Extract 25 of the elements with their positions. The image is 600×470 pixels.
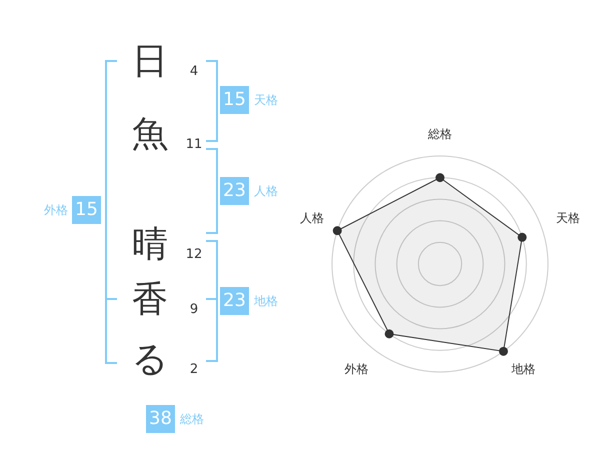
data-label: 12 [184, 246, 204, 264]
spoke-label: 地格 [510, 362, 536, 376]
data-label: 2 [188, 361, 200, 379]
category-label: る [130, 338, 170, 382]
data-label: 15 [72, 196, 101, 224]
category-label: 香 [131, 278, 169, 322]
data-label: 15 [220, 86, 249, 114]
spoke-label: 天格 [556, 211, 580, 226]
category-label: 日 [131, 40, 169, 84]
category-label: 総格 [180, 411, 205, 427]
data-label: 38 [146, 405, 175, 433]
data-label: 23 [220, 177, 249, 205]
category-label: 外格 [43, 202, 68, 218]
category-label: 人格 [254, 183, 279, 199]
spoke-label: 人格 [300, 211, 324, 226]
category-label: 天格 [254, 92, 279, 108]
category-label: 晴 [131, 223, 169, 267]
category-label: 地格 [254, 293, 279, 309]
category-label: 魚 [131, 113, 169, 157]
spoke-label: 総格 [427, 126, 452, 141]
data-label: 23 [220, 287, 249, 315]
data-label: 9 [188, 301, 200, 319]
spoke-label: 外格 [344, 362, 368, 376]
data-label: 11 [184, 136, 204, 154]
data-label: 4 [188, 63, 200, 81]
